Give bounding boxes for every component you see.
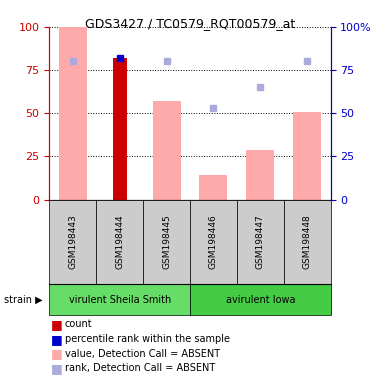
Text: ■: ■ <box>51 333 63 346</box>
Text: rank, Detection Call = ABSENT: rank, Detection Call = ABSENT <box>65 363 215 373</box>
Text: ■: ■ <box>51 347 63 360</box>
Text: ■: ■ <box>51 362 63 375</box>
Text: avirulent Iowa: avirulent Iowa <box>226 295 295 305</box>
Bar <box>59 27 87 200</box>
Text: GSM198447: GSM198447 <box>256 215 265 269</box>
Text: GSM198445: GSM198445 <box>162 215 171 269</box>
Text: count: count <box>65 319 92 329</box>
Text: GDS3427 / TC0579_RQT00579_at: GDS3427 / TC0579_RQT00579_at <box>85 17 295 30</box>
Text: strain ▶: strain ▶ <box>4 295 43 305</box>
Text: GSM198444: GSM198444 <box>115 215 124 269</box>
Bar <box>152 101 180 200</box>
Text: GSM198448: GSM198448 <box>302 215 312 269</box>
Text: value, Detection Call = ABSENT: value, Detection Call = ABSENT <box>65 349 220 359</box>
Text: percentile rank within the sample: percentile rank within the sample <box>65 334 230 344</box>
Bar <box>293 112 321 200</box>
Text: virulent Sheila Smith: virulent Sheila Smith <box>68 295 171 305</box>
Bar <box>200 175 228 200</box>
Text: GSM198443: GSM198443 <box>68 215 78 269</box>
Bar <box>246 149 274 200</box>
Text: GSM198446: GSM198446 <box>209 215 218 269</box>
Bar <box>113 58 127 200</box>
Text: ■: ■ <box>51 318 63 331</box>
